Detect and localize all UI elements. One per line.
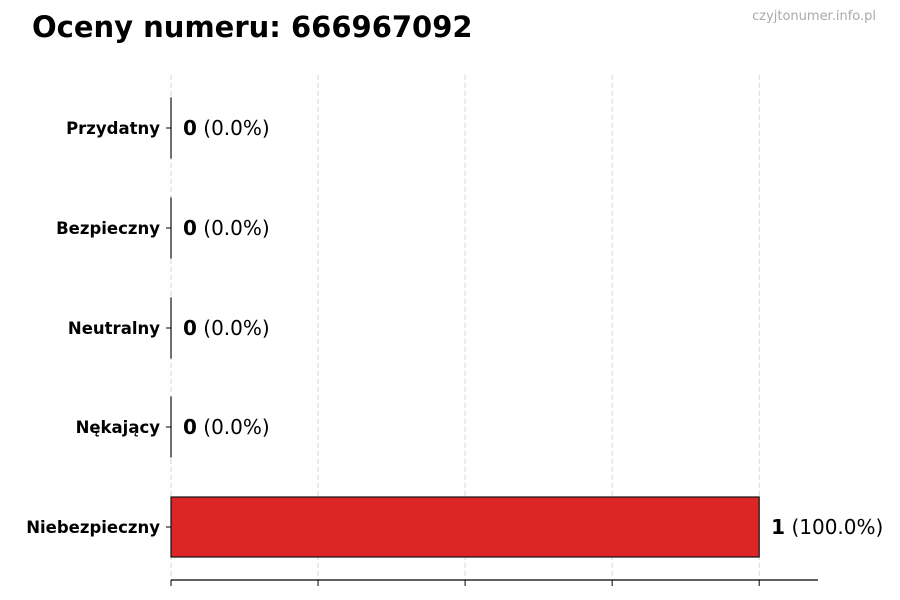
data-label: 0 (0.0%) <box>183 415 270 439</box>
data-label-value: 0 <box>183 216 197 240</box>
data-label: 0 (0.0%) <box>183 116 270 140</box>
y-tick-label: Bezpieczny <box>56 219 160 238</box>
data-label: 0 (0.0%) <box>183 316 270 340</box>
y-tick-label: Neutralny <box>68 319 160 338</box>
data-label-value: 1 <box>771 515 785 539</box>
y-tick-label: Przydatny <box>66 119 160 138</box>
data-label-value: 0 <box>183 316 197 340</box>
data-label-percent: (100.0%) <box>785 515 883 539</box>
data-label: 1 (100.0%) <box>771 515 883 539</box>
data-label: 0 (0.0%) <box>183 216 270 240</box>
data-label-value: 0 <box>183 415 197 439</box>
data-label-percent: (0.0%) <box>197 116 270 140</box>
data-label-percent: (0.0%) <box>197 415 270 439</box>
chart-title: Oceny numeru: 666967092 <box>32 10 473 44</box>
y-tick-label: Nękający <box>76 418 161 437</box>
data-label-percent: (0.0%) <box>197 316 270 340</box>
watermark: czyjtonumer.info.pl <box>752 9 876 24</box>
data-label-percent: (0.0%) <box>197 216 270 240</box>
y-tick-label: Niebezpieczny <box>26 518 160 537</box>
bar <box>170 496 760 558</box>
data-label-value: 0 <box>183 116 197 140</box>
